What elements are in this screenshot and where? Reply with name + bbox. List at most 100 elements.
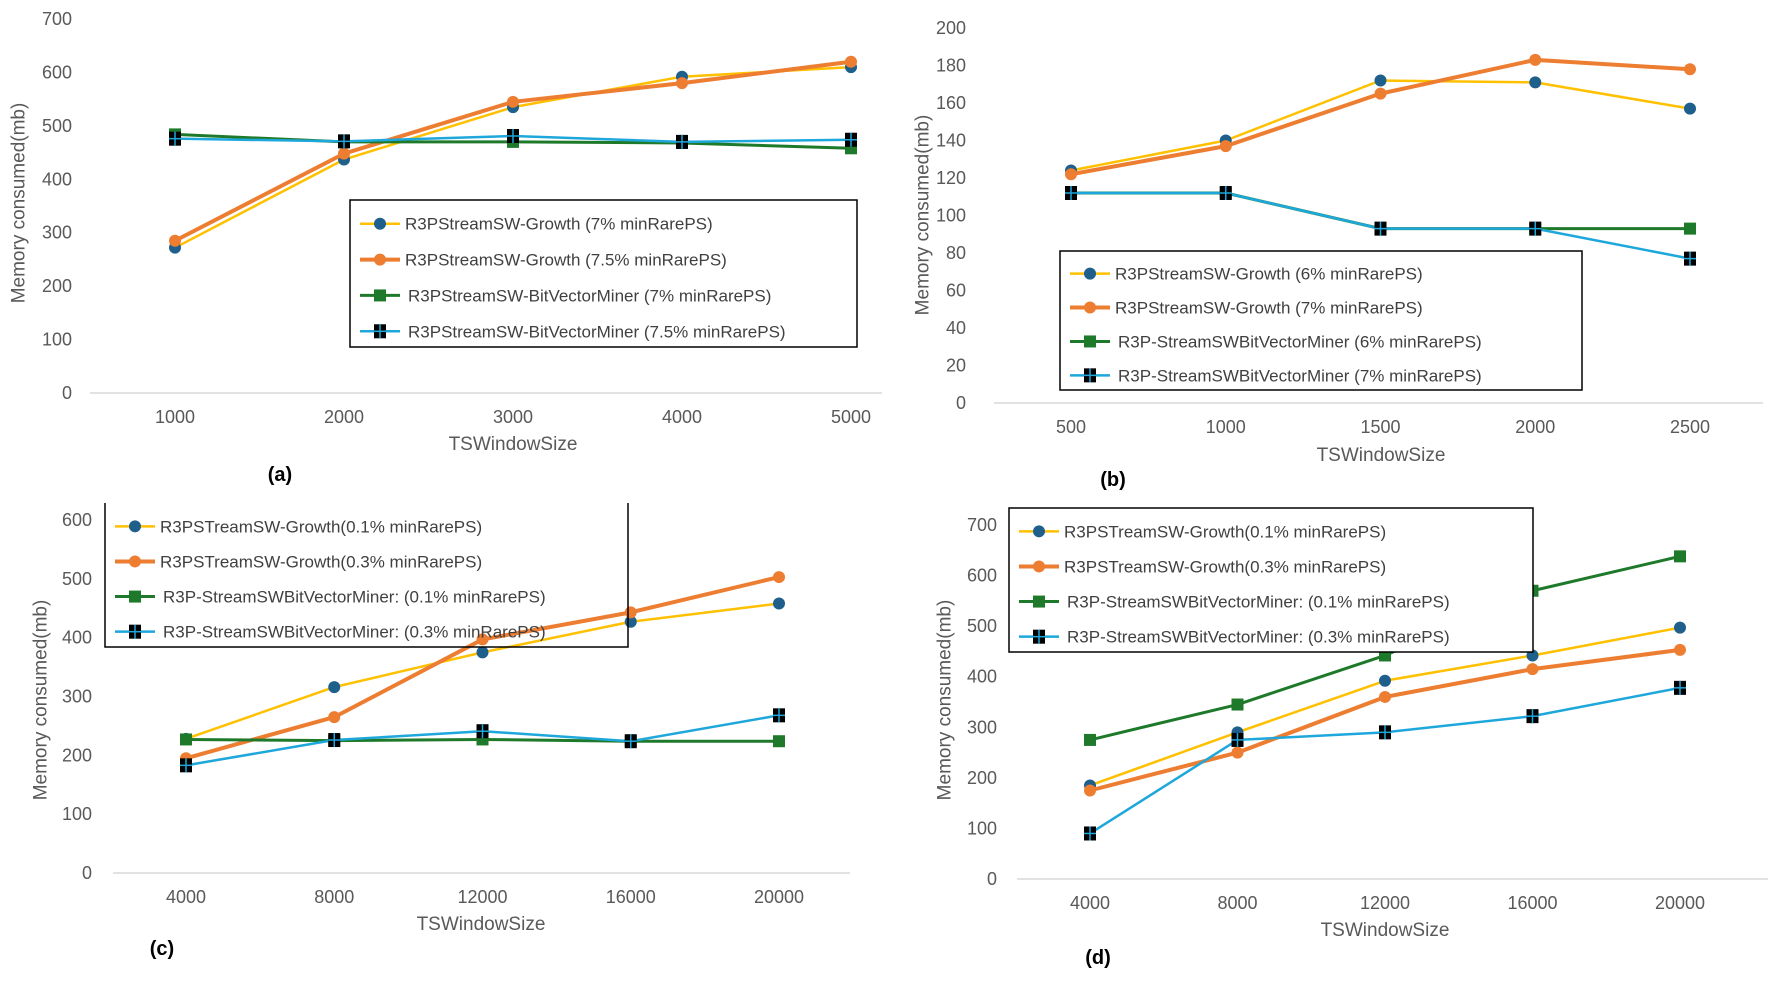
y-tick-label: 400: [42, 169, 72, 189]
legend-swatch-marker: [1033, 525, 1045, 538]
legend-label: R3P-StreamSWBitVectorMiner: (0.3% minRar…: [1067, 628, 1450, 647]
legend-border: [104, 503, 629, 648]
legend-swatch-marker: [1033, 629, 1045, 644]
x-tick-label: 2000: [324, 407, 364, 427]
data-point: [1674, 680, 1686, 695]
legend-item: R3PSTreamSW-Growth(0.3% minRarePS): [115, 552, 482, 571]
panel-label: (a): [268, 464, 292, 486]
y-tick-label: 120: [936, 168, 966, 188]
legend-swatch-marker: [129, 590, 141, 603]
legend-item: R3P-StreamSWBitVectorMiner (7% minRarePS…: [1070, 366, 1482, 385]
series-2: [1065, 53, 1696, 181]
chart-panel-a: 0 100 200 300 400 500 600 700 1000 2000 3000 4000 50…: [9, 9, 882, 486]
data-point: [773, 597, 785, 610]
y-tick-label: 200: [967, 768, 997, 788]
data-point: [507, 129, 519, 144]
x-tick-label: 2500: [1670, 417, 1710, 437]
legend: R3PSTreamSW-Growth(0.1% minRarePS) R3PSTr…: [1008, 507, 1534, 653]
data-point: [1219, 140, 1232, 153]
x-tick-label: 4000: [1070, 893, 1110, 913]
data-point: [1084, 784, 1096, 797]
chart-panel-c: 0 100 200 300 400 500 600 4000 8000 12000 16000 200…: [31, 503, 850, 960]
x-tick-label: 4000: [166, 887, 206, 907]
series-line: [1089, 686, 1681, 835]
x-tick-label: 4000: [662, 407, 702, 427]
data-point: [1065, 186, 1077, 200]
legend-item: R3P-StreamSWBitVectorMiner: (0.3% minRar…: [115, 623, 546, 642]
legend-label: R3PSTreamSW-Growth(0.1% minRarePS): [1064, 522, 1386, 541]
x-tick-label: 20000: [754, 887, 804, 907]
y-tick-label: 600: [62, 510, 92, 530]
series-4: [169, 129, 857, 149]
data-point: [1684, 63, 1696, 76]
y-tick-label: 500: [42, 116, 72, 136]
legend-swatch-marker: [1084, 267, 1096, 280]
legend-swatch-marker: [1033, 595, 1045, 608]
data-point: [1674, 621, 1686, 634]
legend-item: R3PStreamSW-BitVectorMiner (7% minRarePS…: [360, 286, 771, 305]
x-tick-label: 20000: [1655, 893, 1705, 913]
data-point: [1379, 674, 1391, 687]
series-2: [169, 55, 857, 247]
y-tick-label: 700: [967, 515, 997, 535]
y-tick-label: 0: [82, 863, 92, 883]
data-point: [1526, 663, 1539, 676]
data-point: [169, 131, 181, 146]
x-tick-label: 3000: [493, 407, 533, 427]
data-point: [476, 724, 489, 739]
legend-label: R3PStreamSW-BitVectorMiner (7.5% minRare…: [408, 322, 786, 341]
data-point: [1674, 550, 1686, 563]
data-point: [1231, 698, 1244, 711]
x-tick-label: 500: [1056, 417, 1086, 437]
legend-item: R3PStreamSW-Growth (7.5% minRarePS): [360, 251, 727, 270]
data-point: [1374, 87, 1387, 100]
legend-item: R3PStreamSW-BitVectorMiner (7.5% minRare…: [360, 322, 786, 341]
legend-label: R3P-StreamSWBitVectorMiner (6% minRarePS…: [1118, 332, 1482, 351]
y-tick-label: 300: [42, 223, 72, 243]
legend-label: R3PStreamSW-Growth (7% minRarePS): [405, 215, 713, 234]
data-point: [328, 711, 341, 724]
series-3: [1084, 550, 1686, 746]
legend-swatch-marker: [1084, 301, 1096, 314]
data-point: [338, 147, 350, 160]
legend-swatch-marker: [374, 217, 386, 230]
y-tick-label: 0: [62, 383, 72, 403]
data-point: [338, 134, 350, 149]
data-point: [1529, 221, 1542, 236]
data-point: [845, 55, 857, 68]
series-1: [1084, 621, 1686, 792]
series-2: [180, 571, 785, 765]
legend-item: R3PStreamSW-Growth (7% minRarePS): [360, 215, 713, 234]
data-point: [476, 633, 489, 646]
x-tick-label: 8000: [314, 887, 354, 907]
data-point: [1526, 709, 1539, 724]
y-tick-label: 0: [956, 393, 966, 413]
data-point: [1379, 690, 1391, 703]
legend-label: R3PStreamSW-BitVectorMiner (7% minRarePS…: [408, 286, 771, 305]
data-point: [1084, 826, 1096, 841]
data-point: [1529, 76, 1542, 89]
chart-panel-b: 0 20 40 60 80 100 120 140 160 180 200 500 1000 1500 20…: [913, 18, 1763, 491]
x-tick-label: 2000: [1515, 417, 1555, 437]
data-point: [180, 733, 192, 746]
data-point: [773, 708, 785, 723]
y-tick-label: 500: [62, 569, 92, 589]
y-axis-title: Memory consumed(mb): [9, 103, 30, 304]
y-tick-label: 80: [946, 243, 966, 263]
legend: R3PStreamSW-Growth (6% minRarePS) R3PStre…: [1059, 250, 1583, 391]
legend-item: R3PSTreamSW-Growth(0.3% minRarePS): [1019, 557, 1386, 576]
y-tick-label: 100: [936, 206, 966, 226]
data-point: [845, 132, 857, 147]
legend-label: R3PSTreamSW-Growth(0.3% minRarePS): [160, 552, 482, 571]
legend-label: R3PStreamSW-Growth (7.5% minRarePS): [405, 251, 727, 270]
data-point: [624, 606, 637, 619]
y-axis-title: Memory consumed(mb): [935, 600, 956, 801]
x-tick-label: 8000: [1217, 893, 1257, 913]
y-tick-label: 400: [62, 628, 92, 648]
x-tick-label: 1500: [1360, 417, 1400, 437]
data-point: [1065, 168, 1077, 181]
y-tick-label: 300: [967, 717, 997, 737]
y-tick-label: 500: [967, 616, 997, 636]
series-4: [1065, 186, 1696, 266]
